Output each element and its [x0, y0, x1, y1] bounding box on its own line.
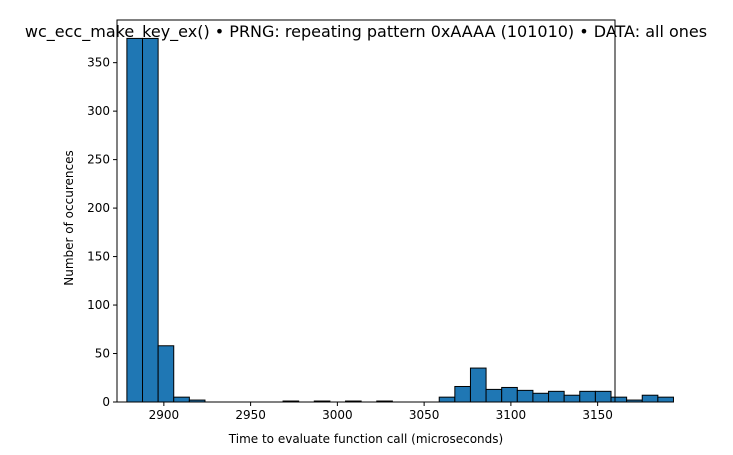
y-axis-label: Number of occurences: [62, 150, 76, 285]
histogram-bar: [626, 399, 643, 403]
x-tick-label: 3000: [322, 408, 353, 422]
histogram-bar: [548, 390, 565, 403]
histogram-bar: [532, 392, 550, 403]
histogram-bar: [126, 37, 144, 403]
histogram-bar: [438, 396, 456, 403]
bars-group: [126, 37, 674, 403]
histogram-bar: [610, 396, 628, 403]
histogram-bar: [469, 367, 487, 403]
chart-title: wc_ecc_make_key_ex() • PRNG: repeating p…: [25, 22, 707, 42]
histogram-bar: [641, 394, 659, 403]
x-tick-label: 2900: [149, 408, 180, 422]
plot-frame: [116, 19, 616, 403]
x-tick-label: 2950: [235, 408, 266, 422]
histogram-bar: [563, 394, 581, 403]
x-tick-label: 3050: [409, 408, 440, 422]
y-tick-label: 300: [87, 104, 110, 118]
histogram-bar: [454, 385, 471, 403]
histogram-bar: [485, 388, 503, 403]
y-tick-label: 100: [87, 298, 110, 312]
y-tick-label: 150: [87, 250, 110, 264]
y-tick-label: 200: [87, 201, 110, 215]
histogram-bar: [142, 37, 159, 403]
histogram-bar: [657, 396, 674, 403]
x-tick-label: 3100: [496, 408, 527, 422]
x-axis-label: Time to evaluate function call (microsec…: [228, 432, 503, 446]
x-axis-ticks: 2900 2950 3000 3050 3100 3150: [149, 402, 613, 422]
histogram-bar: [501, 386, 518, 403]
histogram-bar: [173, 396, 190, 403]
y-axis-ticks: 0 50 100 150 200 250 300 350: [87, 56, 117, 409]
histogram-bar: [516, 389, 534, 403]
y-tick-label: 250: [87, 153, 110, 167]
histogram-bar: [157, 345, 175, 403]
y-tick-label: 350: [87, 56, 110, 70]
histogram-bar: [579, 390, 596, 403]
y-tick-label: 50: [95, 347, 110, 361]
x-tick-label: 3150: [582, 408, 613, 422]
histogram-bar: [594, 390, 612, 403]
y-tick-label: 0: [102, 395, 110, 409]
